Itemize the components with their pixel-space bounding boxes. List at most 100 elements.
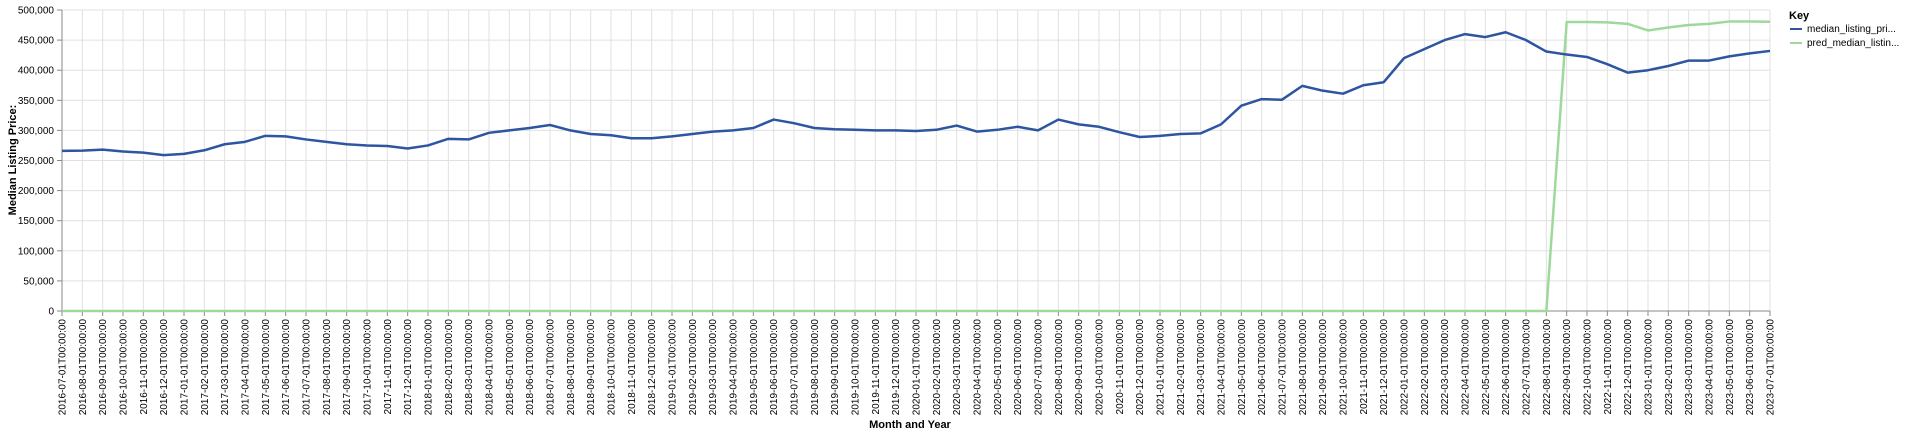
x-tick-label: 2021-02-01T00:00:00 xyxy=(1176,319,1187,416)
x-tick-label: 2020-08-01T00:00:00 xyxy=(1054,319,1065,416)
y-tick-label: 450,000 xyxy=(18,36,55,47)
x-tick-label: 2020-09-01T00:00:00 xyxy=(1074,319,1085,416)
x-tick-label: 2021-05-01T00:00:00 xyxy=(1237,319,1248,416)
y-tick-label: 250,000 xyxy=(18,156,55,167)
x-tick-label: 2020-01-01T00:00:00 xyxy=(912,319,923,416)
x-tick-label: 2020-04-01T00:00:00 xyxy=(973,319,984,416)
x-tick-label: 2019-12-01T00:00:00 xyxy=(891,319,902,416)
x-tick-label: 2016-08-01T00:00:00 xyxy=(78,319,89,416)
legend-item: pred_median_listin... xyxy=(1790,38,1899,49)
x-tick-label: 2022-11-01T00:00:00 xyxy=(1603,319,1614,415)
y-tick-label: 50,000 xyxy=(23,276,54,287)
x-tick-label: 2020-02-01T00:00:00 xyxy=(932,319,943,416)
x-tick-label: 2023-04-01T00:00:00 xyxy=(1705,319,1716,416)
x-tick-label: 2021-09-01T00:00:00 xyxy=(1318,319,1329,416)
grid xyxy=(61,9,1771,312)
x-tick-label: 2022-12-01T00:00:00 xyxy=(1623,319,1634,416)
y-tick-label: 300,000 xyxy=(18,126,55,137)
series-lines xyxy=(61,20,1771,313)
x-tick-label: 2017-09-01T00:00:00 xyxy=(342,319,353,416)
x-tick-label: 2018-08-01T00:00:00 xyxy=(566,319,577,416)
legend-label: median_listing_pri... xyxy=(1807,24,1896,35)
y-axis-title: Median Listing Price: xyxy=(7,105,19,216)
y-tick-label: 150,000 xyxy=(18,216,55,227)
x-tick-label: 2017-10-01T00:00:00 xyxy=(363,319,374,416)
x-tick-label: 2020-05-01T00:00:00 xyxy=(993,319,1004,416)
x-tick-label: 2019-07-01T00:00:00 xyxy=(790,319,801,416)
legend-item: median_listing_pri... xyxy=(1790,24,1896,35)
x-axis: 2016-07-01T00:00:00 2016-08-01T00:00:00 20… xyxy=(58,310,1777,416)
series-line xyxy=(61,31,1771,157)
x-tick-label: 2022-03-01T00:00:00 xyxy=(1440,319,1451,416)
x-tick-label: 2018-10-01T00:00:00 xyxy=(607,319,618,416)
x-tick-label: 2020-07-01T00:00:00 xyxy=(1034,319,1045,416)
y-tick-label: 400,000 xyxy=(18,66,55,77)
x-tick-label: 2020-12-01T00:00:00 xyxy=(1135,319,1146,416)
x-tick-label: 2020-06-01T00:00:00 xyxy=(1013,319,1024,416)
y-tick-label: 0 xyxy=(48,307,54,318)
x-tick-label: 2018-03-01T00:00:00 xyxy=(464,319,475,416)
x-tick-label: 2022-10-01T00:00:00 xyxy=(1583,319,1594,416)
x-tick-label: 2017-06-01T00:00:00 xyxy=(281,319,292,416)
x-tick-label: 2018-09-01T00:00:00 xyxy=(586,319,597,416)
x-tick-label: 2019-06-01T00:00:00 xyxy=(769,319,780,416)
x-tick-label: 2023-02-01T00:00:00 xyxy=(1664,319,1675,416)
x-tick-label: 2019-04-01T00:00:00 xyxy=(729,319,740,416)
y-tick-label: 350,000 xyxy=(18,96,55,107)
x-tick-label: 2018-06-01T00:00:00 xyxy=(525,319,536,416)
x-tick-label: 2023-06-01T00:00:00 xyxy=(1745,319,1756,416)
x-tick-label: 2017-11-01T00:00:00 xyxy=(383,319,394,415)
series-line xyxy=(62,20,1771,313)
y-tick-label: 100,000 xyxy=(18,246,55,257)
x-tick-label: 2018-02-01T00:00:00 xyxy=(444,319,455,416)
x-tick-label: 2021-08-01T00:00:00 xyxy=(1298,319,1309,416)
x-tick-label: 2017-08-01T00:00:00 xyxy=(322,319,333,416)
x-tick-label: 2022-08-01T00:00:00 xyxy=(1542,319,1553,416)
x-tick-label: 2022-01-01T00:00:00 xyxy=(1400,319,1411,416)
x-tick-label: 2016-07-01T00:00:00 xyxy=(58,319,69,416)
y-axis: 0 50,000 100,000 150,000 200,000 250,000 300,0… xyxy=(18,6,63,318)
x-tick-label: 2019-03-01T00:00:00 xyxy=(708,319,719,416)
x-tick-label: 2017-02-01T00:00:00 xyxy=(200,319,211,416)
x-tick-label: 2016-09-01T00:00:00 xyxy=(98,319,109,416)
x-tick-label: 2019-08-01T00:00:00 xyxy=(810,319,821,416)
x-tick-label: 2017-04-01T00:00:00 xyxy=(241,319,252,416)
x-tick-label: 2023-03-01T00:00:00 xyxy=(1684,319,1695,416)
x-tick-label: 2017-12-01T00:00:00 xyxy=(403,319,414,416)
x-tick-label: 2021-11-01T00:00:00 xyxy=(1359,319,1370,415)
x-tick-label: 2020-11-01T00:00:00 xyxy=(1115,319,1126,415)
x-tick-label: 2016-12-01T00:00:00 xyxy=(159,319,170,416)
x-tick-label: 2021-06-01T00:00:00 xyxy=(1257,319,1268,416)
x-axis-title: Month and Year xyxy=(869,419,951,431)
x-tick-label: 2022-04-01T00:00:00 xyxy=(1461,319,1472,416)
x-tick-label: 2021-03-01T00:00:00 xyxy=(1196,319,1207,416)
x-tick-label: 2022-06-01T00:00:00 xyxy=(1501,319,1512,416)
x-tick-label: 2018-04-01T00:00:00 xyxy=(485,319,496,416)
x-tick-label: 2021-04-01T00:00:00 xyxy=(1217,319,1228,416)
x-tick-label: 2017-01-01T00:00:00 xyxy=(180,319,191,416)
x-tick-label: 2018-07-01T00:00:00 xyxy=(546,319,557,416)
legend-label: pred_median_listin... xyxy=(1807,38,1899,49)
x-tick-label: 2020-03-01T00:00:00 xyxy=(952,319,963,416)
x-tick-label: 2019-02-01T00:00:00 xyxy=(688,319,699,416)
x-tick-label: 2022-05-01T00:00:00 xyxy=(1481,319,1492,416)
x-tick-label: 2019-11-01T00:00:00 xyxy=(871,319,882,415)
y-tick-label: 200,000 xyxy=(18,186,55,197)
x-tick-label: 2023-01-01T00:00:00 xyxy=(1644,319,1655,416)
x-tick-label: 2019-05-01T00:00:00 xyxy=(749,319,760,416)
x-tick-label: 2021-10-01T00:00:00 xyxy=(1339,319,1350,416)
x-tick-label: 2018-01-01T00:00:00 xyxy=(424,319,435,416)
x-tick-label: 2022-09-01T00:00:00 xyxy=(1562,319,1573,416)
y-tick-label: 500,000 xyxy=(18,6,55,17)
x-tick-label: 2022-07-01T00:00:00 xyxy=(1522,319,1533,416)
x-tick-label: 2017-03-01T00:00:00 xyxy=(220,319,231,416)
x-tick-label: 2021-07-01T00:00:00 xyxy=(1278,319,1289,416)
x-tick-label: 2021-12-01T00:00:00 xyxy=(1379,319,1390,416)
x-tick-label: 2017-07-01T00:00:00 xyxy=(302,319,313,416)
x-tick-label: 2018-05-01T00:00:00 xyxy=(505,319,516,416)
x-tick-label: 2021-01-01T00:00:00 xyxy=(1156,319,1167,416)
x-tick-label: 2019-01-01T00:00:00 xyxy=(668,319,679,416)
x-tick-label: 2018-11-01T00:00:00 xyxy=(627,319,638,415)
